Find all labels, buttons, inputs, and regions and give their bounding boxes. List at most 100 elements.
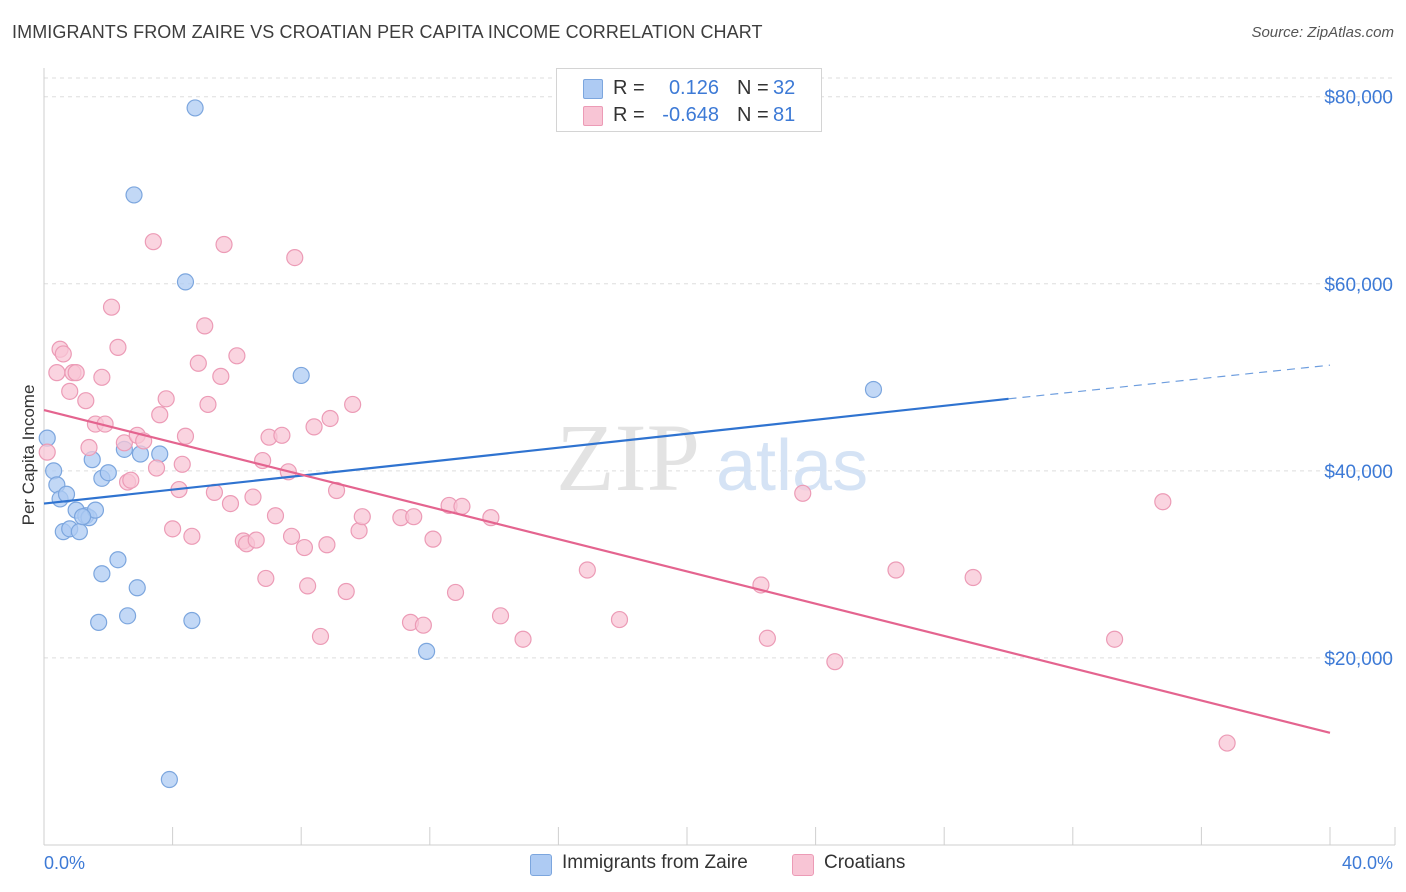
croatian-point <box>61 382 79 400</box>
croatian-point <box>318 536 336 554</box>
croatian-point <box>164 520 182 538</box>
chart-title: IMMIGRANTS FROM ZAIRE VS CROATIAN PER CA… <box>12 22 763 42</box>
croatian-point <box>93 368 111 386</box>
zaire-point <box>151 445 169 463</box>
zaire-point <box>73 508 92 526</box>
zaire-swatch <box>583 79 603 99</box>
croatian-point <box>424 530 442 548</box>
y-tick-label: $40,000 <box>1324 462 1393 483</box>
zaire-trend-extension <box>1008 364 1331 400</box>
croatian-point <box>48 364 66 382</box>
watermark-atlas: atlas <box>716 426 868 506</box>
croatian-point <box>282 527 301 545</box>
y-tick-label: $20,000 <box>1324 649 1393 670</box>
croatian-point <box>405 508 423 526</box>
zaire-point <box>125 186 143 204</box>
y-axis-label: Per Capita Income <box>19 385 38 526</box>
zaire-point <box>70 523 88 541</box>
croatian-point <box>212 367 230 385</box>
croatian-point <box>54 345 72 363</box>
croatian-point <box>353 508 371 526</box>
zaire-point <box>93 565 111 583</box>
croatian-point <box>273 426 291 444</box>
croatian-point <box>215 235 233 254</box>
croatian-point <box>196 317 214 335</box>
croatian-point <box>758 629 776 647</box>
watermark: ZIP atlas <box>556 404 868 511</box>
croatian-point <box>257 569 275 588</box>
zaire-point <box>186 99 204 117</box>
croatian-point <box>337 582 355 601</box>
croatian-point <box>173 455 191 473</box>
zaire-point <box>45 462 63 480</box>
croatian-point <box>350 522 368 540</box>
zaire-point <box>292 366 310 385</box>
zaire-point <box>109 551 127 569</box>
croatian-point <box>122 471 140 489</box>
croatian-point <box>157 390 175 408</box>
croatian-point <box>514 630 532 648</box>
zaire-swatch <box>530 854 552 876</box>
croatian-point <box>147 459 166 477</box>
tick-labels: $20,000 $40,000 $60,000 $80,000 0.0% 40.0% <box>44 88 1393 873</box>
n-label: N = <box>737 104 769 126</box>
croatians-swatch <box>583 106 603 126</box>
croatian-point <box>578 561 596 579</box>
watermark-zip: ZIP <box>556 404 700 511</box>
croatian-point <box>295 538 314 557</box>
legend-row-croatians: R = -0.648 N = 81 <box>557 100 821 128</box>
croatian-point <box>826 653 844 671</box>
croatian-point <box>228 347 246 365</box>
r-value: -0.648 <box>662 104 719 126</box>
zaire-point <box>90 613 108 631</box>
croatian-point <box>311 627 330 646</box>
series-legend: Immigrants from Zaire Croatians <box>0 852 1406 878</box>
croatian-point <box>1105 630 1124 648</box>
croatian-point <box>887 561 905 579</box>
croatian-point <box>189 354 207 372</box>
croatian-point <box>610 610 629 629</box>
croatian-point <box>286 248 304 267</box>
x-tick-label-min: 0.0% <box>44 853 85 873</box>
croatian-point <box>321 409 339 428</box>
y-tick-label: $80,000 <box>1324 88 1393 109</box>
croatian-point <box>115 434 133 452</box>
croatian-point <box>144 233 162 251</box>
legend-label: Croatians <box>824 852 906 873</box>
croatian-point <box>247 531 265 549</box>
croatian-point <box>1154 493 1172 511</box>
zaire-point <box>128 579 146 597</box>
croatian-point <box>102 298 121 316</box>
zaire-point <box>183 611 201 630</box>
zaire-point <box>99 464 117 482</box>
croatian-point <box>1218 734 1236 752</box>
r-value: 0.126 <box>668 77 719 99</box>
zaire-point <box>160 770 178 789</box>
zaire-trend-line <box>43 397 1009 505</box>
croatian-point <box>453 497 471 515</box>
croatian-point <box>67 364 85 382</box>
croatian-point <box>77 392 95 410</box>
stats-legend: R = 0.126 N = 32 R = -0.648 N = 81 <box>556 68 822 132</box>
croatian-point <box>305 418 323 436</box>
croatian-point <box>244 488 262 506</box>
source-label: Source: ZipAtlas.com <box>1251 24 1394 41</box>
croatian-point <box>446 583 465 602</box>
legend-row-zaire: R = 0.126 N = 32 <box>557 73 821 101</box>
croatians-swatch <box>792 854 814 876</box>
n-value: 81 <box>773 104 796 126</box>
croatian-point <box>299 577 317 595</box>
croatian-point <box>964 568 982 587</box>
r-label: R = <box>613 77 645 99</box>
croatian-trend-line <box>43 408 1331 734</box>
zaire-point <box>864 380 883 399</box>
trend-lines <box>43 364 1331 734</box>
croatian-point <box>199 395 217 414</box>
zaire-point <box>417 642 436 660</box>
n-value: 32 <box>773 77 796 99</box>
croatian-point <box>183 527 201 545</box>
croatian-point <box>344 395 362 414</box>
croatian-point <box>38 443 56 461</box>
croatian-point <box>794 484 812 502</box>
